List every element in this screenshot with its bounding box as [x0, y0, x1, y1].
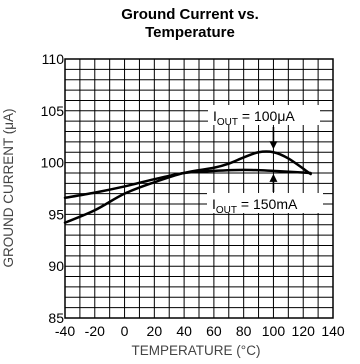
y-tick-labels: 85 90 95 100 105 110: [41, 51, 65, 326]
y-tick-label: 100: [41, 155, 65, 171]
arrow-100ua-head: [269, 141, 278, 150]
x-tick-label: 80: [236, 323, 252, 339]
x-tick-label: -20: [85, 323, 105, 339]
x-tick-labels: -40 -20 0 20 40 60 80 100 120 140: [55, 323, 345, 339]
annotation-100ua-background: [208, 105, 320, 125]
x-tick-label: 0: [121, 323, 129, 339]
y-tick-label: 85: [48, 310, 64, 326]
series-line-1: [63, 150, 312, 224]
y-tick-label: 95: [48, 206, 64, 222]
y-tick-label: 105: [41, 103, 65, 119]
x-tick-label: 60: [206, 323, 222, 339]
y-axis-label: GROUND CURRENT (μA): [1, 108, 16, 267]
x-axis-label: TEMPERATURE (°C): [132, 343, 261, 358]
x-tick-label: 40: [176, 323, 192, 339]
y-tick-label: 110: [42, 51, 65, 67]
x-tick-label: -40: [55, 323, 75, 339]
grid-lines: [65, 59, 333, 318]
x-tick-label: 20: [147, 323, 163, 339]
x-tick-label: 100: [262, 323, 286, 339]
chart-title-line2: Temperature: [145, 24, 235, 41]
chart-title-line1: Ground Current vs.: [121, 6, 259, 23]
x-tick-label: 140: [321, 323, 345, 339]
annotation-150ma: IOUT = 150mA: [212, 196, 298, 216]
plot-frame: [64, 58, 334, 319]
annotation-100ua: IOUT = 100μA: [213, 108, 295, 128]
annotation-arrows: [269, 127, 278, 192]
annotation-150ma-background: [207, 193, 323, 213]
y-tick-label: 90: [48, 258, 64, 274]
series-line-2: [63, 168, 312, 200]
data-curves: [63, 150, 312, 224]
arrow-150ma-head: [269, 173, 278, 182]
x-tick-label: 120: [292, 323, 316, 339]
annotations: IOUT = 100μA IOUT = 150mA: [207, 105, 323, 216]
